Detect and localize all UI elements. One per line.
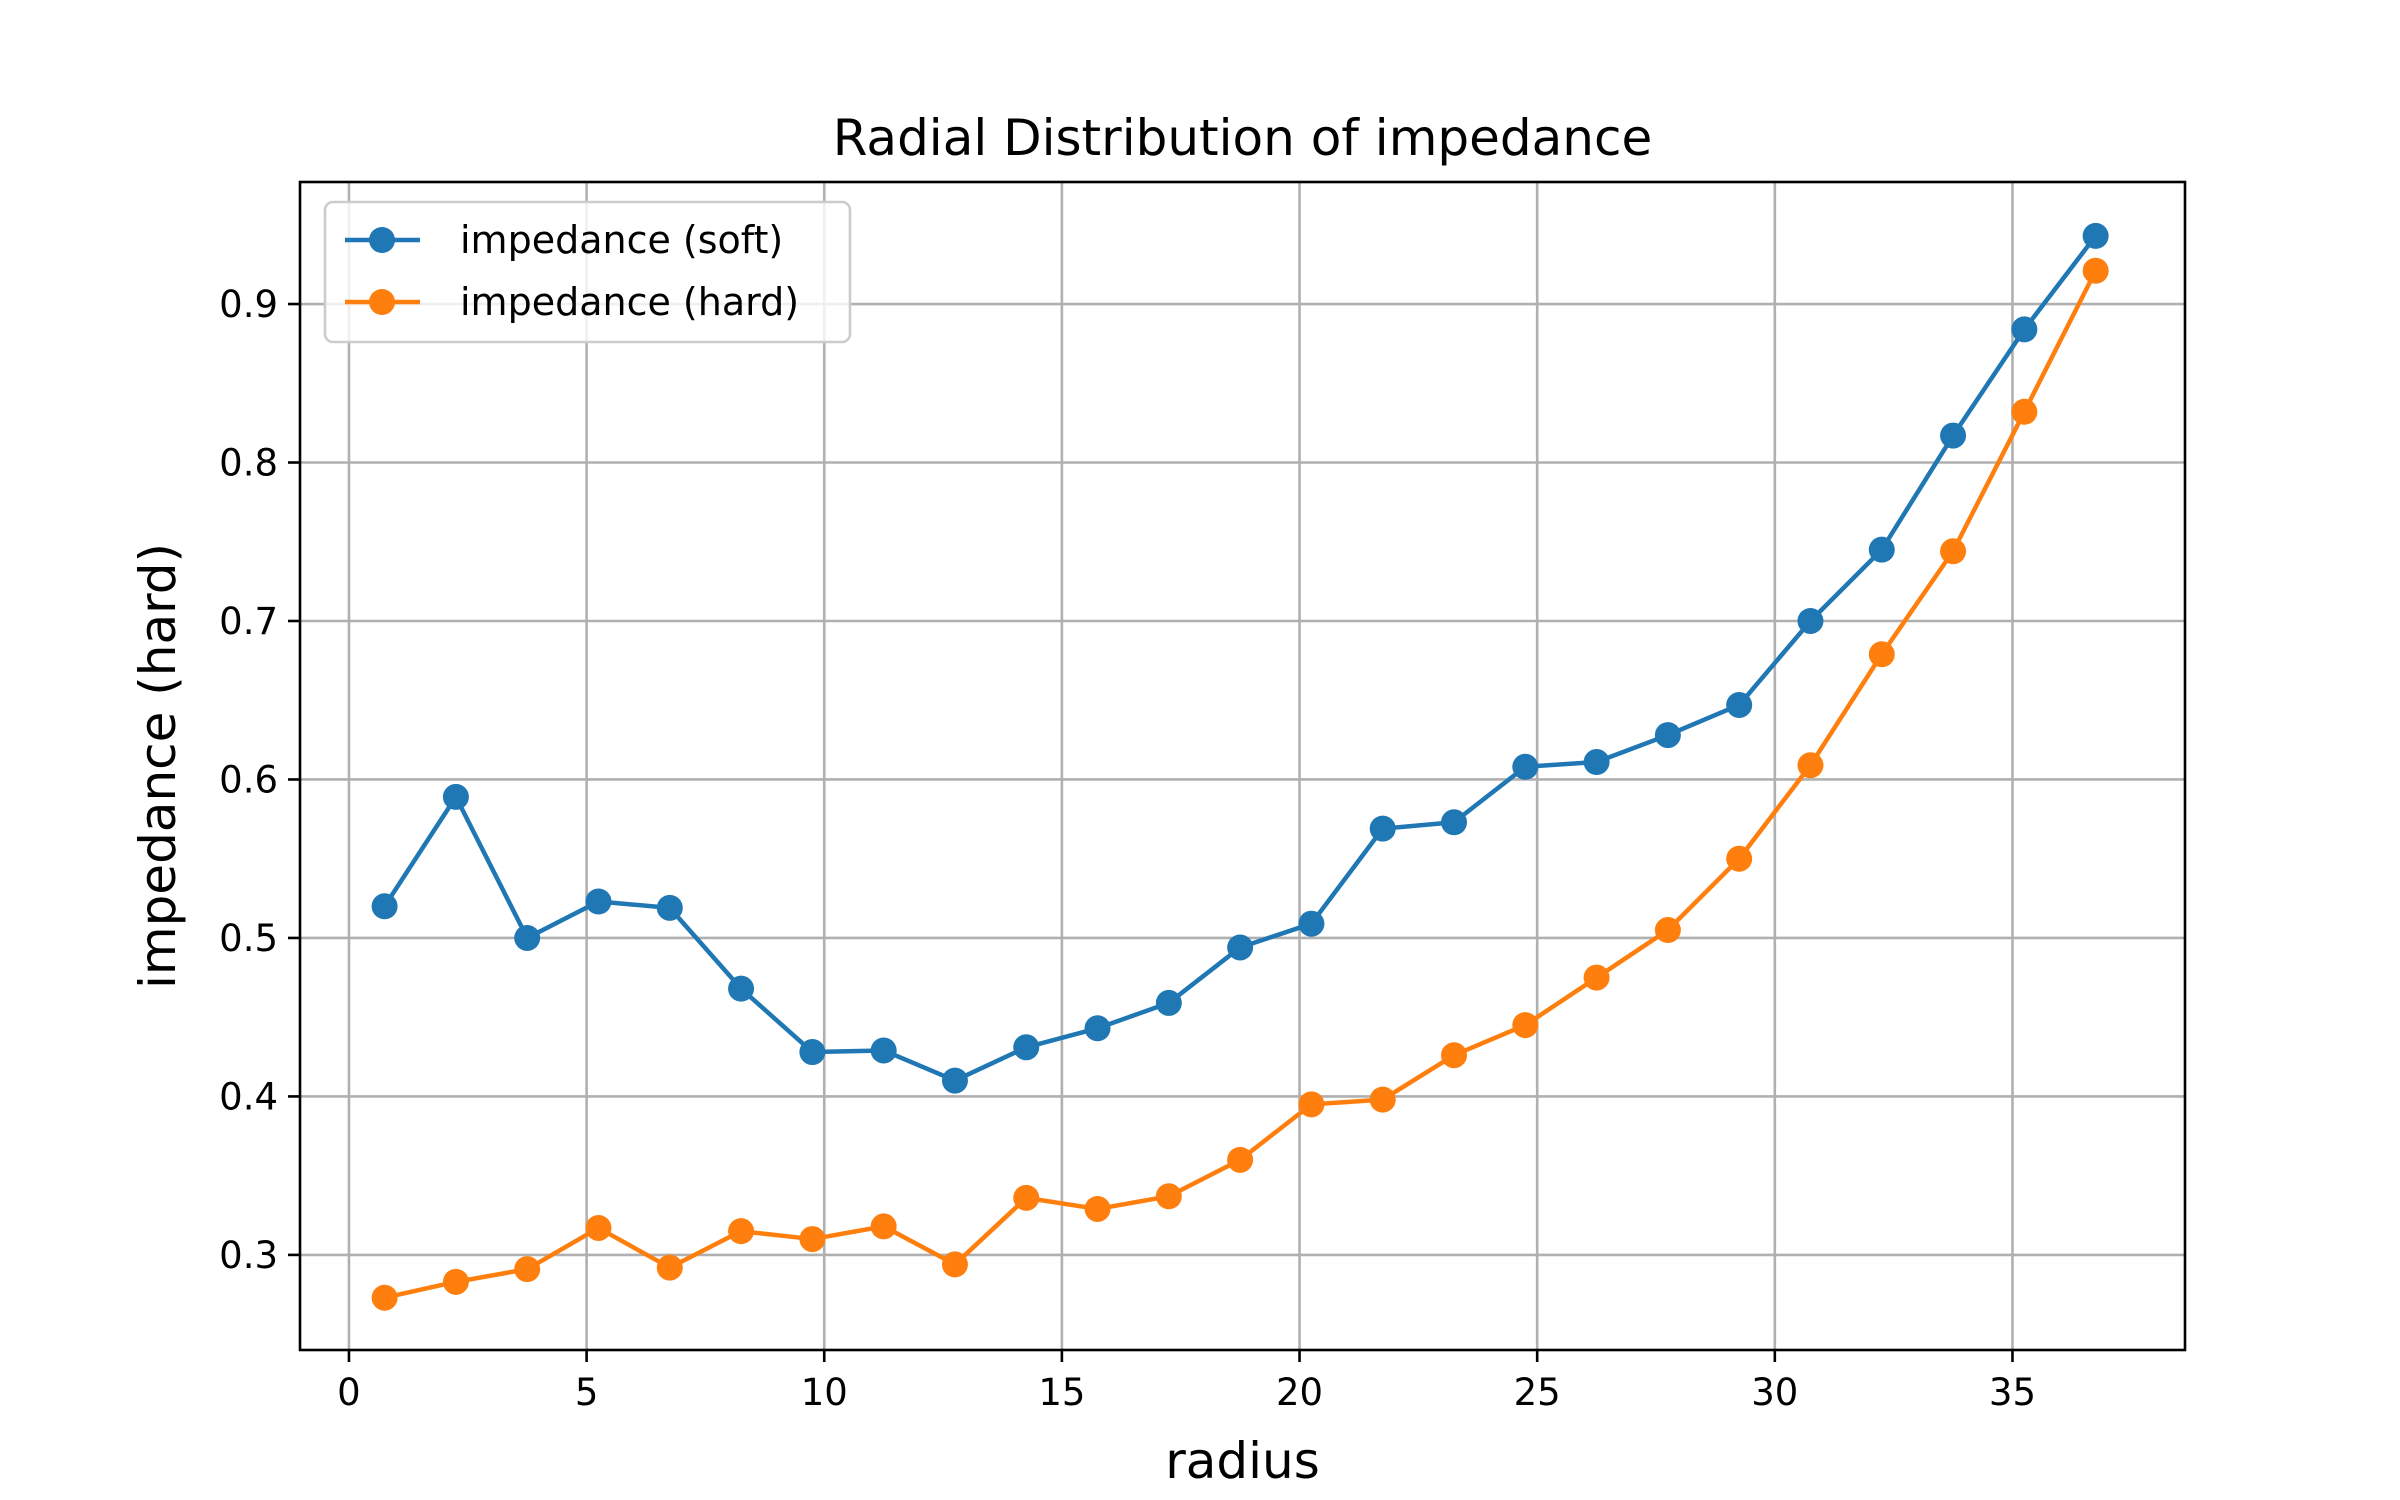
data-point bbox=[941, 1251, 968, 1278]
plot-area-frame bbox=[298, 180, 2187, 1352]
data-point bbox=[1155, 1183, 1182, 1210]
series-layer bbox=[371, 222, 2109, 1311]
data-point bbox=[1227, 934, 1254, 961]
y-tick-label: 0.7 bbox=[219, 600, 278, 643]
x-tick-label: 15 bbox=[1038, 1371, 1085, 1414]
legend-item: impedance (soft) bbox=[345, 218, 783, 262]
x-tick-label: 25 bbox=[1514, 1371, 1561, 1414]
data-point bbox=[1797, 752, 1824, 779]
x-tick-label: 10 bbox=[801, 1371, 848, 1414]
data-point bbox=[1654, 722, 1681, 749]
data-point bbox=[1512, 753, 1539, 780]
data-point bbox=[1654, 917, 1681, 944]
data-point bbox=[585, 888, 612, 915]
x-tick-label: 5 bbox=[575, 1371, 599, 1414]
data-point bbox=[514, 1256, 541, 1283]
legend-box bbox=[323, 200, 852, 344]
data-point bbox=[870, 1037, 897, 1064]
data-point bbox=[1298, 910, 1325, 937]
data-point bbox=[371, 1284, 398, 1311]
data-point bbox=[1940, 538, 1967, 565]
data-point bbox=[2011, 398, 2038, 425]
data-point bbox=[1940, 422, 1967, 449]
data-point bbox=[1868, 641, 1895, 668]
legend-item: impedance (hard) bbox=[345, 280, 799, 324]
data-point bbox=[1369, 815, 1396, 842]
data-point bbox=[656, 1254, 683, 1281]
data-point bbox=[1084, 1015, 1111, 1042]
data-point bbox=[941, 1067, 968, 1094]
chart-title: Radial Distribution of impedance bbox=[833, 109, 1652, 167]
data-point bbox=[1868, 536, 1895, 563]
legend-label: impedance (hard) bbox=[460, 280, 799, 324]
data-point bbox=[1726, 845, 1753, 872]
y-tick-label: 0.3 bbox=[219, 1234, 278, 1277]
x-tick-label: 35 bbox=[1989, 1371, 2036, 1414]
data-point bbox=[656, 894, 683, 921]
data-point bbox=[371, 893, 398, 920]
y-tick-label: 0.6 bbox=[219, 758, 278, 801]
x-axis-label: radius bbox=[1165, 1432, 1320, 1490]
series-soft bbox=[371, 222, 2109, 1094]
data-point bbox=[2082, 257, 2109, 284]
data-point bbox=[442, 1268, 469, 1295]
x-tick-label: 0 bbox=[337, 1371, 361, 1414]
data-point bbox=[1726, 691, 1753, 718]
data-point bbox=[1512, 1012, 1539, 1039]
y-tick-label: 0.8 bbox=[219, 442, 278, 485]
y-tick-label: 0.9 bbox=[219, 283, 278, 326]
data-point bbox=[1013, 1184, 1040, 1211]
data-point bbox=[799, 1039, 826, 1066]
axis-ticks: 0 5 10 15 20 25 30 35 0.3 0.4 0.5 0.6 0.7 0.8 0.9 bbox=[219, 283, 2036, 1414]
data-point bbox=[1227, 1146, 1254, 1173]
data-point bbox=[1583, 964, 1610, 991]
y-tick-label: 0.5 bbox=[219, 917, 278, 960]
data-point bbox=[1155, 989, 1182, 1016]
data-point bbox=[2011, 316, 2038, 343]
y-axis-label: impedance (hard) bbox=[129, 543, 187, 989]
data-point bbox=[799, 1226, 826, 1253]
data-point bbox=[870, 1213, 897, 1240]
data-point bbox=[442, 783, 469, 810]
data-point bbox=[1797, 607, 1824, 634]
series-hard bbox=[371, 257, 2109, 1311]
data-point bbox=[1583, 749, 1610, 776]
data-point bbox=[1013, 1034, 1040, 1061]
data-point bbox=[1084, 1195, 1111, 1222]
data-point bbox=[514, 924, 541, 951]
data-point bbox=[585, 1214, 612, 1241]
legend-marker-swatch bbox=[369, 227, 395, 253]
data-point bbox=[728, 975, 755, 1002]
y-tick-label: 0.4 bbox=[219, 1075, 278, 1118]
data-point bbox=[1441, 1042, 1468, 1069]
legend: impedance (soft) impedance (hard) bbox=[323, 200, 852, 344]
data-point bbox=[728, 1218, 755, 1245]
legend-marker-swatch bbox=[369, 289, 395, 315]
data-point bbox=[1441, 809, 1468, 836]
data-point bbox=[1298, 1091, 1325, 1118]
x-tick-label: 30 bbox=[1751, 1371, 1798, 1414]
data-point bbox=[2082, 222, 2109, 249]
data-point bbox=[1369, 1086, 1396, 1113]
x-tick-label: 20 bbox=[1276, 1371, 1323, 1414]
legend-label: impedance (soft) bbox=[460, 218, 783, 262]
